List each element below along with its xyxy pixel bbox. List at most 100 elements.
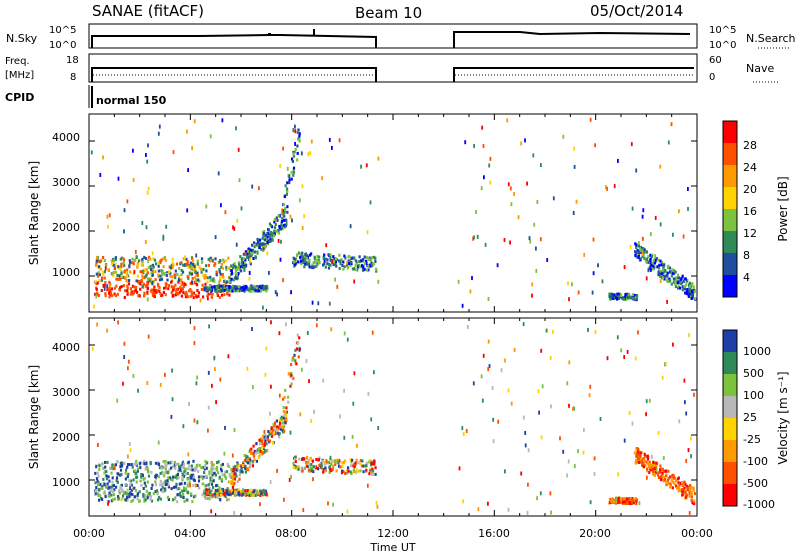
- echo-cell: [683, 285, 686, 289]
- echo-cell: [136, 263, 139, 267]
- echo-cell: [170, 487, 173, 491]
- echo-cell: [359, 265, 362, 269]
- echo-cell: [128, 264, 131, 268]
- echo-cell: [338, 138, 341, 143]
- echo-cell: [261, 490, 264, 494]
- echo-cell: [639, 248, 642, 252]
- echo-cell: [163, 255, 166, 259]
- echo-cell: [298, 138, 301, 141]
- echo-cell: [587, 327, 589, 332]
- echo-cell: [219, 377, 222, 382]
- echo-cell: [204, 489, 207, 493]
- echo-cell: [211, 278, 214, 282]
- echo-cell: [632, 297, 635, 300]
- echo-cell: [484, 242, 487, 247]
- echo-cell: [270, 320, 272, 325]
- echo-cell: [201, 477, 204, 481]
- echo-cell: [181, 462, 184, 466]
- echo-cell: [146, 292, 149, 296]
- echo-cell: [168, 270, 171, 274]
- echo-cell: [255, 244, 258, 248]
- echo-cell: [678, 209, 680, 214]
- echo-cell: [671, 486, 674, 490]
- echo-cell: [275, 419, 278, 423]
- echo-cell: [322, 378, 325, 383]
- echo-cell: [623, 500, 626, 504]
- echo-cell: [289, 384, 292, 388]
- echo-cell: [274, 432, 277, 436]
- echo-cell: [186, 471, 189, 475]
- power-cbar-tick-24: 24: [743, 161, 757, 174]
- echo-cell: [232, 278, 235, 282]
- echo-cell: [129, 492, 132, 496]
- echo-cell: [106, 460, 109, 464]
- echo-cell: [219, 278, 222, 282]
- echo-cell: [197, 294, 200, 298]
- xtick-2400: 00:00: [681, 527, 713, 540]
- echo-cell: [190, 272, 193, 276]
- echo-cell: [605, 185, 607, 190]
- echo-cell: [254, 255, 257, 259]
- echo-cell: [245, 454, 248, 458]
- echo-cell: [142, 495, 145, 499]
- echo-cell: [323, 253, 326, 257]
- echo-cell: [681, 288, 684, 292]
- echo-cell: [159, 479, 162, 483]
- echo-cell: [216, 291, 219, 295]
- echo-cell: [195, 464, 198, 468]
- echo-cell: [251, 327, 253, 331]
- echo-cell: [146, 381, 149, 385]
- echo-cell: [637, 457, 640, 461]
- echo-cell: [356, 443, 358, 448]
- echo-cell: [210, 470, 213, 474]
- echo-cell: [112, 271, 115, 274]
- echo-cell: [531, 293, 533, 298]
- echo-cell: [635, 251, 638, 254]
- echo-cell: [650, 263, 653, 267]
- echo-cell: [127, 359, 130, 364]
- echo-cell: [329, 258, 332, 262]
- echo-cell: [299, 256, 302, 260]
- echo-cell: [193, 495, 196, 499]
- echo-cell: [648, 470, 651, 474]
- echo-cell: [240, 206, 243, 211]
- echo-cell: [253, 458, 256, 462]
- echo-cell: [266, 448, 269, 452]
- echo-cell: [294, 257, 297, 261]
- echo-cell: [329, 468, 332, 471]
- echo-cell: [214, 473, 217, 477]
- echo-cell: [651, 454, 653, 459]
- echo-cell: [290, 474, 292, 479]
- echo-cell: [258, 238, 262, 242]
- echo-cell: [203, 489, 206, 493]
- echo-cell: [236, 218, 239, 223]
- echo-cell: [242, 256, 246, 260]
- echo-cell: [675, 280, 678, 284]
- echo-cell: [137, 294, 140, 298]
- echo-cell: [237, 492, 240, 496]
- echo-cell: [368, 459, 372, 463]
- echo-cell: [206, 276, 209, 280]
- echo-cell: [282, 427, 285, 431]
- echo-cell: [288, 181, 291, 185]
- echo-cell: [249, 462, 252, 466]
- echo-cell: [639, 458, 642, 462]
- echo-cell: [103, 270, 106, 274]
- echo-cell: [687, 206, 689, 211]
- echo-cell: [234, 276, 237, 280]
- echo-cell: [361, 267, 364, 271]
- echo-cell: [296, 144, 299, 148]
- echo-cell: [216, 466, 219, 469]
- echo-cell: [650, 466, 653, 470]
- echo-cell: [187, 491, 190, 494]
- echo-cell: [215, 468, 219, 472]
- echo-cell: [211, 495, 214, 499]
- echo-cell: [648, 267, 651, 271]
- echo-cell: [662, 265, 665, 269]
- echo-cell: [126, 292, 129, 296]
- echo-cell: [337, 464, 341, 468]
- echo-cell: [230, 467, 233, 471]
- echo-cell: [159, 292, 162, 296]
- echo-cell: [693, 492, 696, 496]
- echo-cell: [195, 278, 197, 283]
